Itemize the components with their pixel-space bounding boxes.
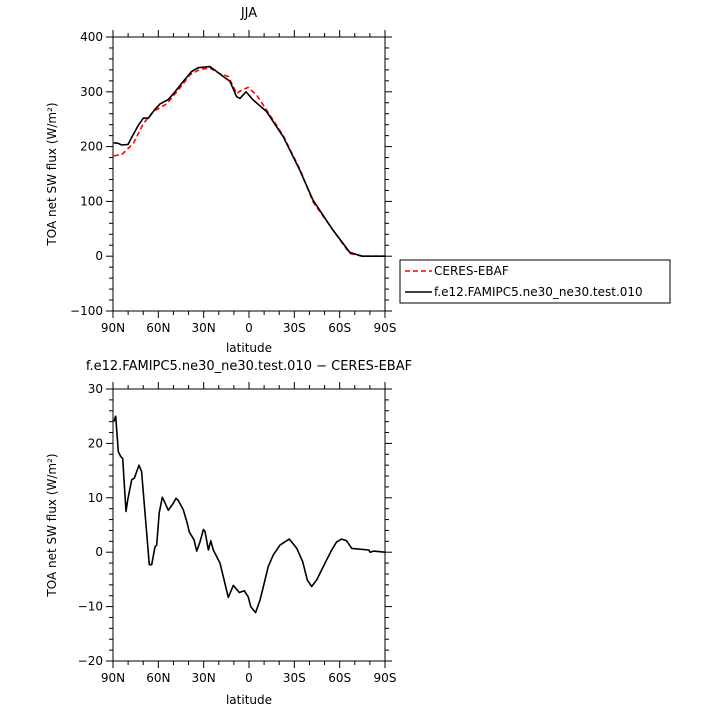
bottom-panel-title: f.e12.FAMIPC5.ne30_ne30.test.010 − CERES… (86, 359, 412, 374)
x-tick-label: 60N (146, 671, 170, 685)
x-tick-label: 90S (374, 671, 397, 685)
top-panel-title: JJA (240, 6, 257, 21)
legend-label-model: f.e12.FAMIPC5.ne30_ne30.test.010 (434, 285, 643, 299)
top-panel-y-axis-label: TOA net SW flux (W/m²) (45, 102, 59, 246)
plot-frame (112, 36, 386, 312)
x-tick-label: 60S (328, 671, 351, 685)
axes (106, 382, 392, 668)
y-tick-label: 200 (80, 140, 103, 154)
x-tick-label: 30N (192, 321, 216, 335)
x-tick-label: 90N (101, 321, 125, 335)
y-tick-label: 0 (95, 249, 103, 263)
y-tick-label: 300 (80, 85, 103, 99)
top-panel-x-axis-label: latitude (226, 341, 272, 355)
y-tick-label: 20 (88, 436, 103, 450)
y-tick-label: 100 (80, 194, 103, 208)
y-tick-label: 30 (88, 382, 103, 396)
y-tick-label: 0 (95, 545, 103, 559)
axes (106, 30, 392, 318)
x-tick-label: 60N (146, 321, 170, 335)
x-tick-label: 90S (374, 321, 397, 335)
legend-box (399, 259, 671, 304)
x-tick-label: 0 (245, 321, 253, 335)
legend-label-ceres-ebaf: CERES-EBAF (434, 264, 509, 278)
series-line-difference (113, 415, 386, 614)
series-line-f-e12-famipc5-ne30-ne30-test-010 (113, 65, 385, 258)
bottom-panel-plot: f.e12.FAMIPC5.ne30_ne30.test.010 − CERES… (45, 359, 412, 707)
y-tick-label: 400 (80, 30, 103, 44)
y-tick-label: −100 (70, 304, 103, 318)
bottom-panel-y-axis-label: TOA net SW flux (W/m²) (45, 453, 59, 597)
x-tick-label: 90N (101, 671, 125, 685)
x-tick-label: 30S (283, 321, 306, 335)
x-tick-label: 0 (245, 671, 253, 685)
top-panel-plot: JJA latitude TOA net SW flux (W/m²) 90N 6… (45, 6, 396, 355)
x-tick-label: 30N (192, 671, 216, 685)
x-tick-label: 30S (283, 671, 306, 685)
y-tick-label: −20 (78, 654, 103, 668)
y-tick-label: −10 (78, 600, 103, 614)
legend: CERES-EBAF f.e12.FAMIPC5.ne30_ne30.test.… (399, 259, 671, 304)
x-tick-label: 60S (328, 321, 351, 335)
plot-frame (112, 388, 386, 662)
y-tick-label: 10 (88, 491, 103, 505)
bottom-panel-x-axis-label: latitude (226, 693, 272, 707)
